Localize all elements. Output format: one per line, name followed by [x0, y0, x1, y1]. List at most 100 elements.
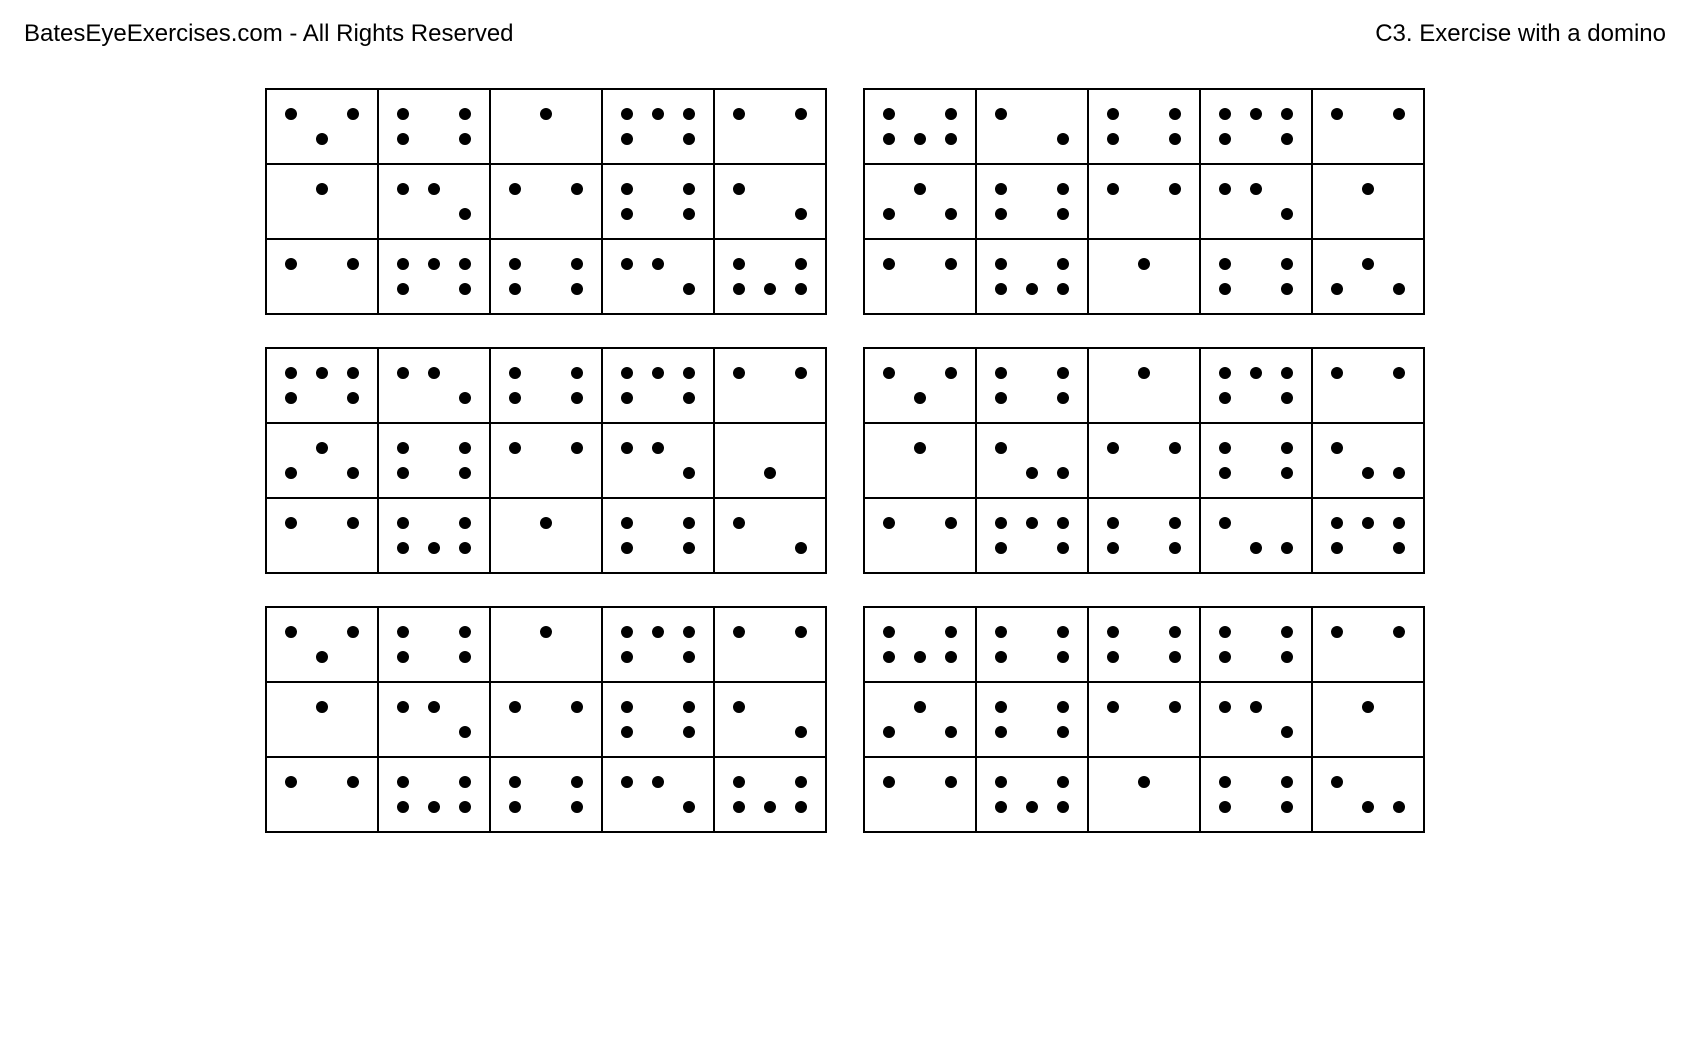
dot [285, 392, 297, 404]
dot [459, 626, 471, 638]
dot [1219, 442, 1231, 454]
domino-cell [864, 348, 976, 423]
dot [1219, 517, 1231, 529]
dot [621, 183, 633, 195]
dot [945, 626, 957, 638]
dot [571, 183, 583, 195]
dot [347, 517, 359, 529]
domino-cell [976, 607, 1088, 682]
domino-cell [864, 498, 976, 573]
dot [1057, 701, 1069, 713]
dot [459, 651, 471, 663]
dot [945, 367, 957, 379]
dot [1281, 442, 1293, 454]
dot [397, 183, 409, 195]
dot [1026, 801, 1038, 813]
domino-cell [1200, 682, 1312, 757]
dot [995, 208, 1007, 220]
domino-cell [378, 498, 490, 573]
dot [397, 467, 409, 479]
dot [795, 776, 807, 788]
dot [652, 258, 664, 270]
domino-cell [1088, 164, 1200, 239]
dot [1169, 183, 1181, 195]
domino-cell [1312, 164, 1424, 239]
domino-cell [1088, 607, 1200, 682]
domino-cell [378, 682, 490, 757]
dot [883, 517, 895, 529]
dot [1219, 133, 1231, 145]
dot [459, 726, 471, 738]
dot [945, 517, 957, 529]
domino-cell [602, 498, 714, 573]
dot [733, 108, 745, 120]
dot [621, 517, 633, 529]
dot [1057, 517, 1069, 529]
dot [459, 467, 471, 479]
dot [764, 801, 776, 813]
domino-grid [0, 88, 1690, 833]
domino-cell [1200, 348, 1312, 423]
dot [1169, 701, 1181, 713]
dot [316, 183, 328, 195]
dot [285, 776, 297, 788]
dot [1393, 283, 1405, 295]
domino-cell [266, 164, 378, 239]
dot [540, 626, 552, 638]
dot [1026, 467, 1038, 479]
dot [397, 258, 409, 270]
dot [995, 283, 1007, 295]
domino-cell [1312, 348, 1424, 423]
dot [683, 651, 695, 663]
domino-cell [490, 498, 602, 573]
domino-cell [1312, 239, 1424, 314]
dot [509, 776, 521, 788]
dot [995, 701, 1007, 713]
dot [795, 801, 807, 813]
header-right: C3. Exercise with a domino [1375, 20, 1666, 48]
dot [1107, 701, 1119, 713]
dot [883, 133, 895, 145]
domino-cell [490, 757, 602, 832]
dot [914, 701, 926, 713]
dot [428, 258, 440, 270]
domino-cell [490, 164, 602, 239]
dot [995, 108, 1007, 120]
dot [316, 367, 328, 379]
domino-cell [864, 682, 976, 757]
dot [428, 801, 440, 813]
dot [397, 108, 409, 120]
dot [347, 367, 359, 379]
dot [540, 108, 552, 120]
header: BatesEyeExercises.com - All Rights Reser… [0, 20, 1690, 88]
dot [1281, 108, 1293, 120]
dot [683, 626, 695, 638]
dot [459, 258, 471, 270]
dot [1219, 283, 1231, 295]
dot [459, 392, 471, 404]
dot [795, 542, 807, 554]
dot [1138, 367, 1150, 379]
dot [883, 626, 895, 638]
domino-block [863, 606, 1425, 833]
dot [1219, 367, 1231, 379]
dot [1057, 626, 1069, 638]
dot [1281, 801, 1293, 813]
domino-cell [1088, 682, 1200, 757]
domino-cell [1312, 423, 1424, 498]
domino-cell [378, 164, 490, 239]
dot [571, 776, 583, 788]
dot [509, 183, 521, 195]
dot [652, 776, 664, 788]
dot [1331, 108, 1343, 120]
dot [459, 542, 471, 554]
dot [733, 701, 745, 713]
dot [1107, 542, 1119, 554]
dot [1057, 258, 1069, 270]
dot [1107, 626, 1119, 638]
dot [1219, 651, 1231, 663]
domino-cell [976, 239, 1088, 314]
domino-cell [266, 498, 378, 573]
dot [285, 626, 297, 638]
domino-cell [1200, 239, 1312, 314]
